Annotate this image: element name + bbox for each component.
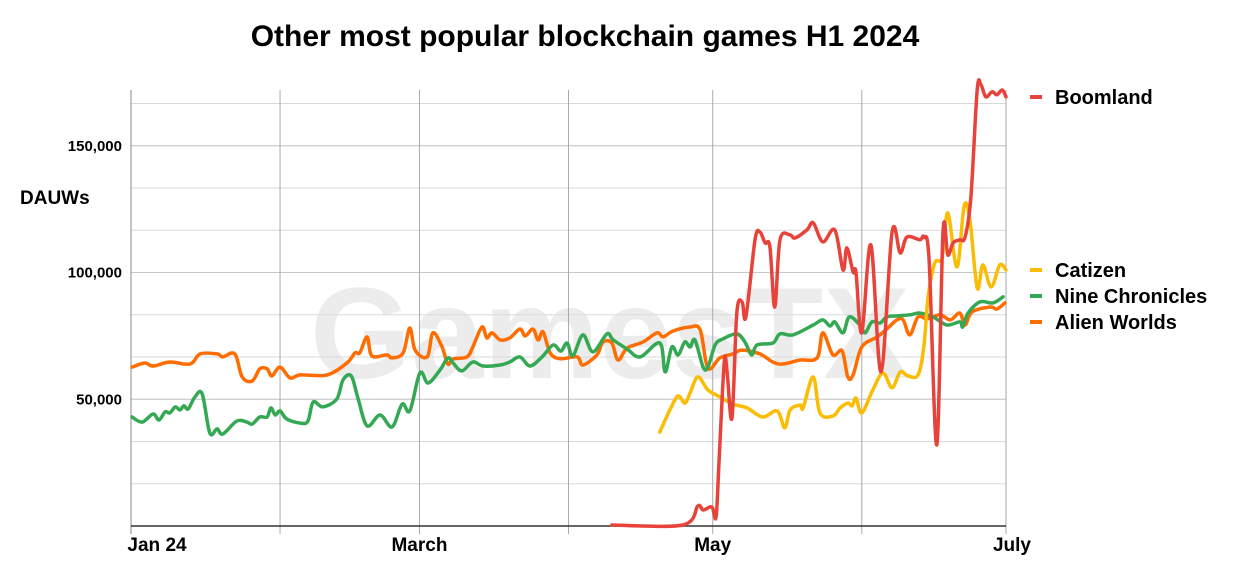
legend-label: Alien Worlds [1055,312,1177,334]
y-axis-label: DAUWs [20,188,90,209]
legend-label: Boomland [1055,87,1153,109]
x-tick-label: March [391,535,447,556]
y-tick-label: 150,000 [68,138,122,155]
x-tick-label: May [694,535,731,556]
x-tick-label: July [993,535,1031,556]
series-line-boomland [610,78,1008,529]
series-line-alien-worlds [130,301,1007,384]
legend-label: Nine Chronicles [1055,286,1207,308]
legend-label: Catizen [1055,260,1126,282]
y-tick-label: 100,000 [68,265,122,282]
series-line-nine-chronicles [130,295,1005,437]
series-line-catizen [658,201,1008,434]
y-tick-label: 50,000 [76,391,122,408]
x-tick-label: Jan 24 [127,535,187,556]
chart-title: Other most popular blockchain games H1 2… [250,20,920,53]
